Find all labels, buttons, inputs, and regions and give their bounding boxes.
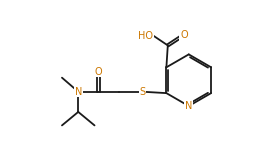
Text: O: O — [95, 67, 102, 76]
Text: N: N — [75, 87, 82, 97]
Text: O: O — [180, 30, 188, 40]
Text: HO: HO — [138, 31, 153, 41]
Text: S: S — [139, 87, 146, 97]
Text: N: N — [185, 101, 193, 111]
